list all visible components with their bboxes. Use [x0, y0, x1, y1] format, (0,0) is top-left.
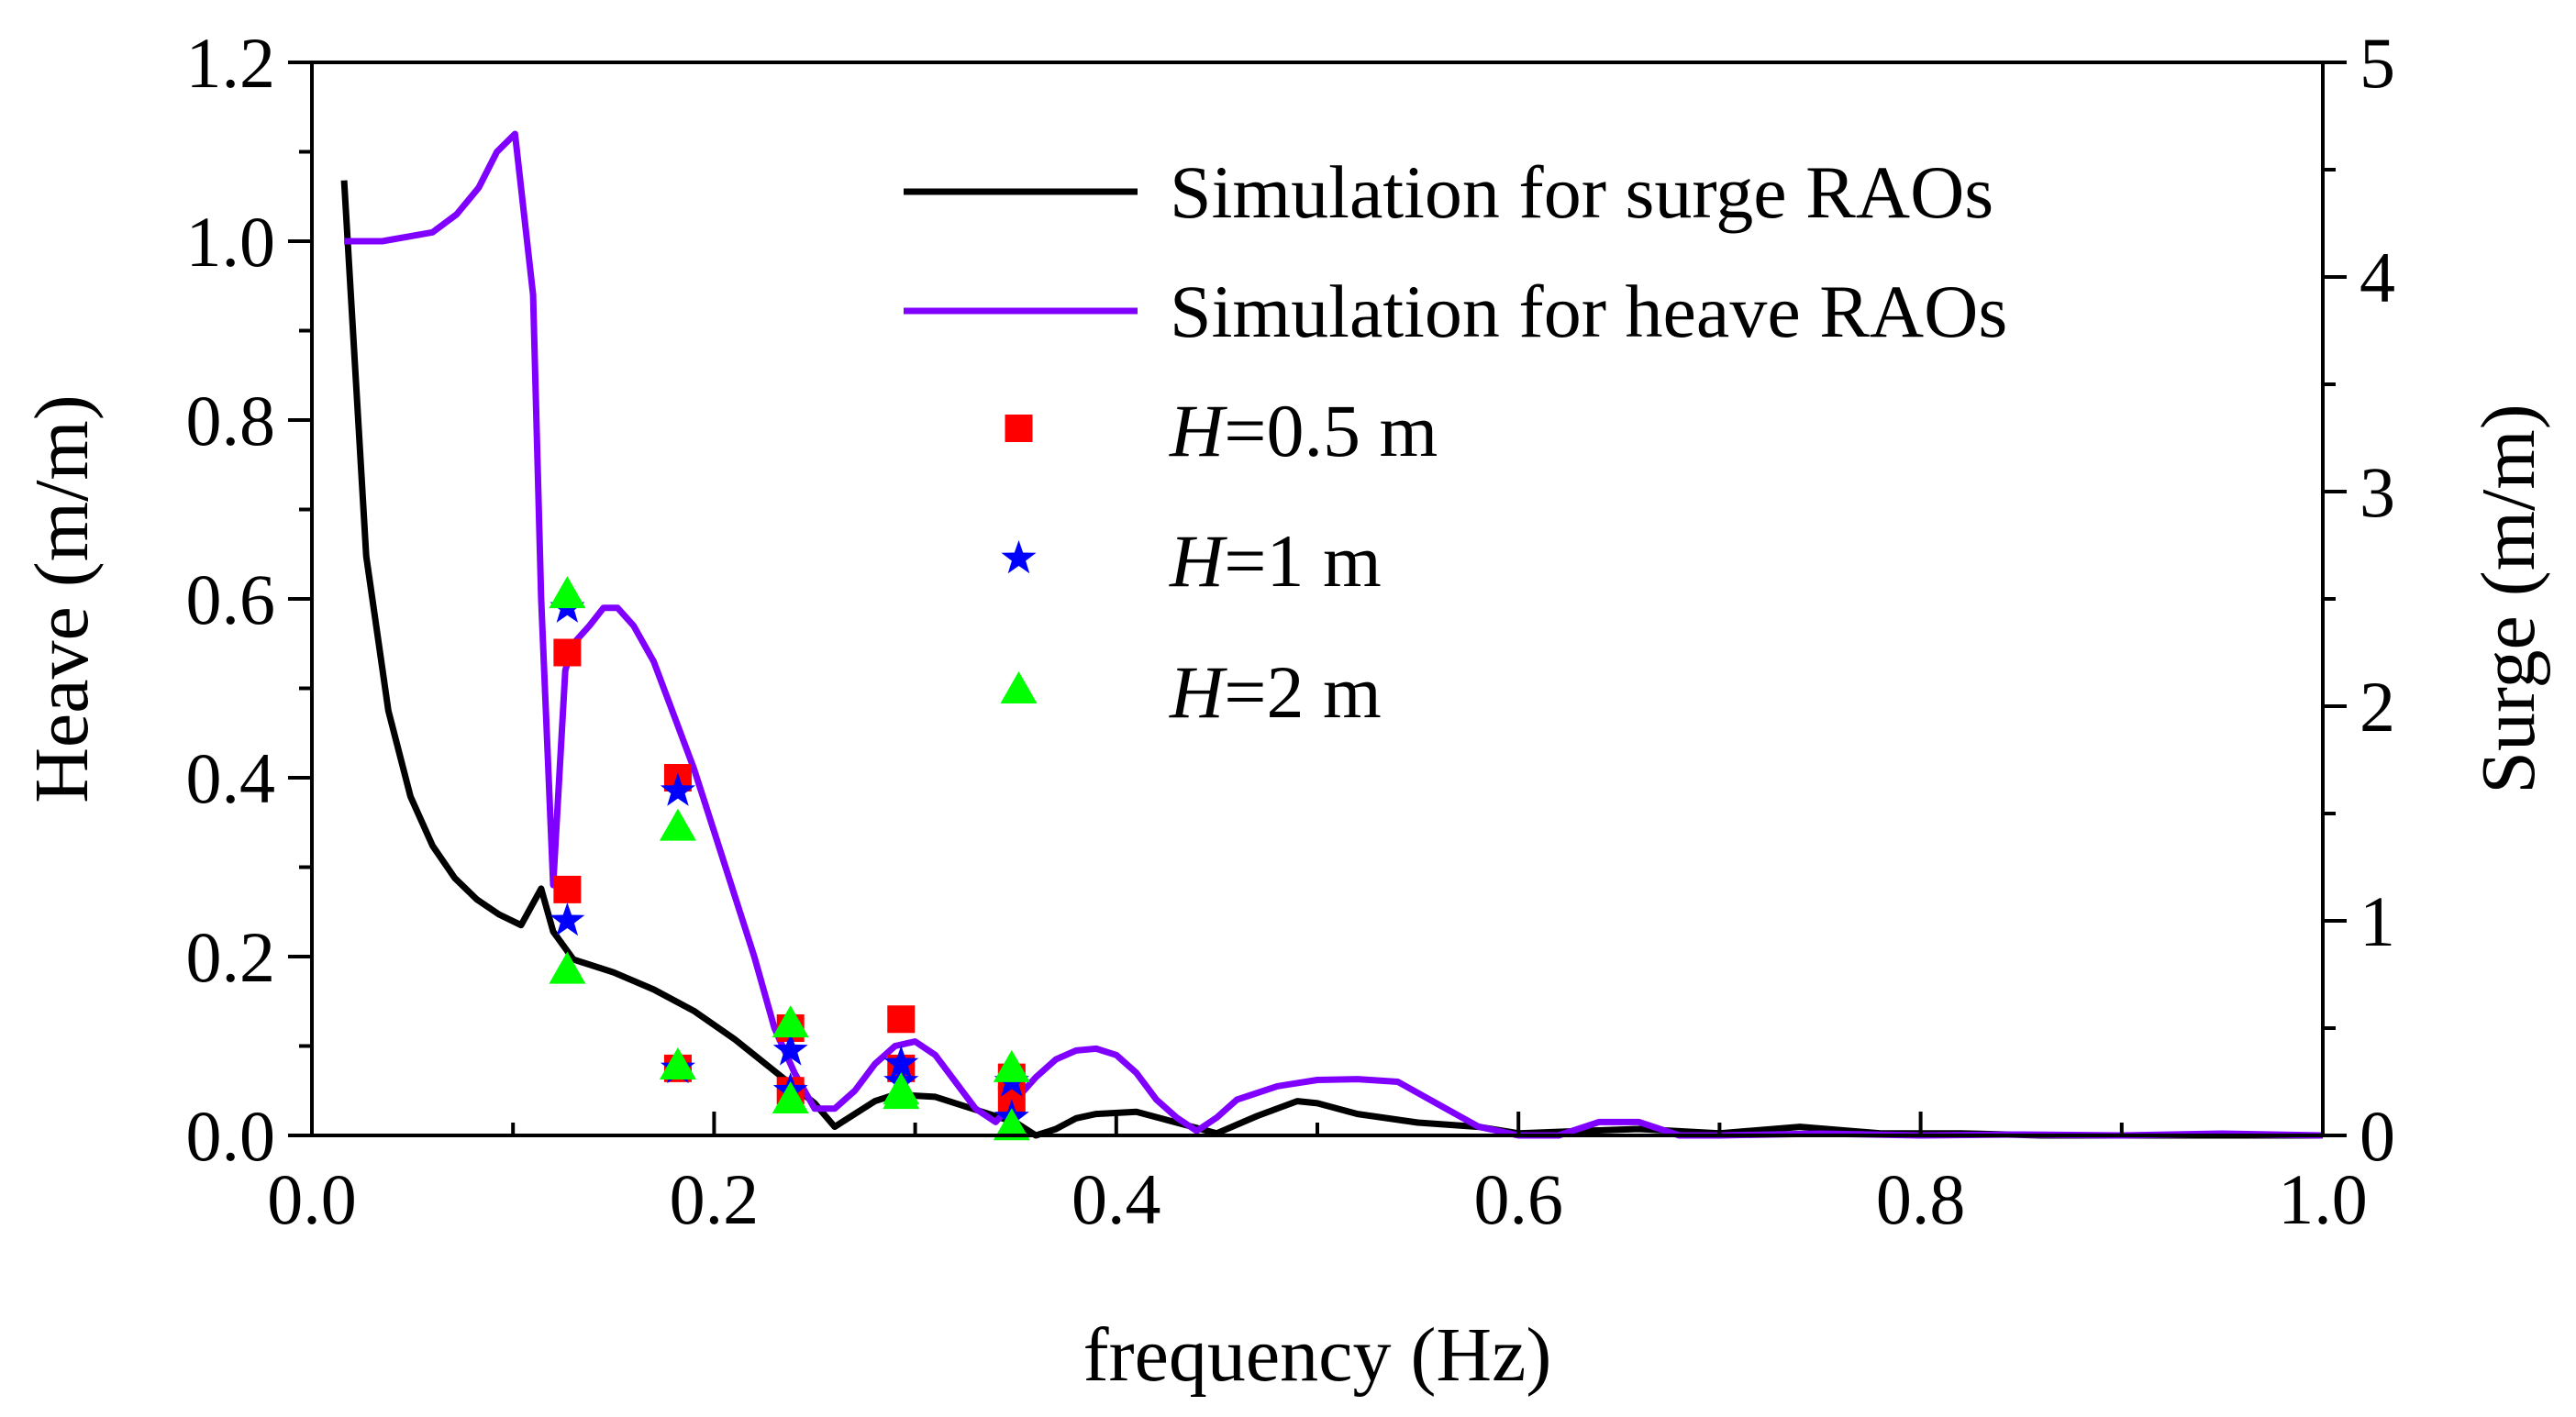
data-point-square — [887, 1005, 916, 1034]
data-point-triangle — [772, 1081, 809, 1113]
legend-swatch-square — [1005, 415, 1033, 442]
x-tick-label: 0.0 — [267, 1159, 357, 1239]
legend-swatch-star — [1001, 540, 1037, 574]
y-left-tick-label: 0.4 — [186, 738, 276, 818]
legend-label: Simulation for surge RAOs — [1170, 150, 1993, 234]
data-point-triangle — [549, 576, 586, 609]
y-left-tick-label: 0.6 — [186, 559, 276, 639]
y-right-tick-label: 3 — [2359, 452, 2395, 532]
y-right-tick-label: 0 — [2359, 1096, 2395, 1176]
data-point-star — [772, 1032, 808, 1066]
legend-label-rest: =0.5 m — [1224, 389, 1438, 472]
y-left-tick-label: 0.8 — [186, 381, 276, 460]
x-tick-label: 1.0 — [2278, 1159, 2368, 1239]
y-left-tick-label: 1.0 — [186, 202, 276, 282]
data-point-triangle — [549, 951, 586, 984]
legend-label: Simulation for heave RAOs — [1170, 270, 2007, 353]
y-left-tick-label: 1.2 — [186, 23, 276, 103]
y-right-tick-label: 4 — [2359, 238, 2395, 317]
data-point-triangle — [993, 1049, 1030, 1082]
legend-label-rest: =2 m — [1224, 650, 1382, 734]
x-tick-label: 0.6 — [1473, 1159, 1563, 1239]
y-right-tick-label: 1 — [2359, 881, 2395, 961]
legend-layer: Simulation for surge RAOs Simulation for … — [904, 150, 2007, 734]
y-right-tick-label: 5 — [2359, 23, 2395, 103]
x-axis-title: frequency (Hz) — [1083, 1312, 1552, 1398]
legend-label: H=2 m — [1169, 650, 1382, 734]
axes-layer: 0.0 0.2 0.4 0.6 0.8 1.0 0.0 0.2 0.4 0.6 0.8 1.0 1.2 0… — [19, 23, 2551, 1398]
y-left-tick-label: 0.0 — [186, 1096, 276, 1176]
data-point-square — [553, 875, 582, 903]
data-point-star — [883, 1046, 919, 1079]
legend-label-italic: H — [1169, 519, 1227, 603]
y-left-axis-title: Heave (m/m) — [19, 394, 105, 803]
data-point-triangle — [659, 1046, 696, 1079]
data-point-square — [553, 638, 582, 667]
marker-layer — [549, 576, 1030, 1141]
x-tick-label: 0.8 — [1876, 1159, 1966, 1239]
y-left-tick-label: 0.2 — [186, 917, 276, 997]
legend-label-italic: H — [1169, 389, 1227, 472]
legend-swatch-triangle — [1000, 671, 1038, 703]
data-point-triangle — [659, 808, 696, 841]
legend-label: H=0.5 m — [1169, 389, 1438, 472]
data-point-triangle — [883, 1077, 920, 1110]
data-point-triangle — [993, 1108, 1030, 1141]
x-tick-label: 0.4 — [1071, 1159, 1161, 1239]
data-point-triangle — [772, 1005, 809, 1038]
y-right-axis-title: Surge (m/m) — [2466, 404, 2551, 793]
data-point-star — [660, 772, 695, 806]
data-point-star — [550, 902, 585, 936]
legend-label-italic: H — [1169, 650, 1227, 734]
legend-label: H=1 m — [1169, 519, 1382, 603]
x-tick-label: 0.2 — [670, 1159, 760, 1239]
y-right-tick-label: 2 — [2359, 667, 2395, 747]
legend-label-rest: =1 m — [1224, 519, 1382, 603]
